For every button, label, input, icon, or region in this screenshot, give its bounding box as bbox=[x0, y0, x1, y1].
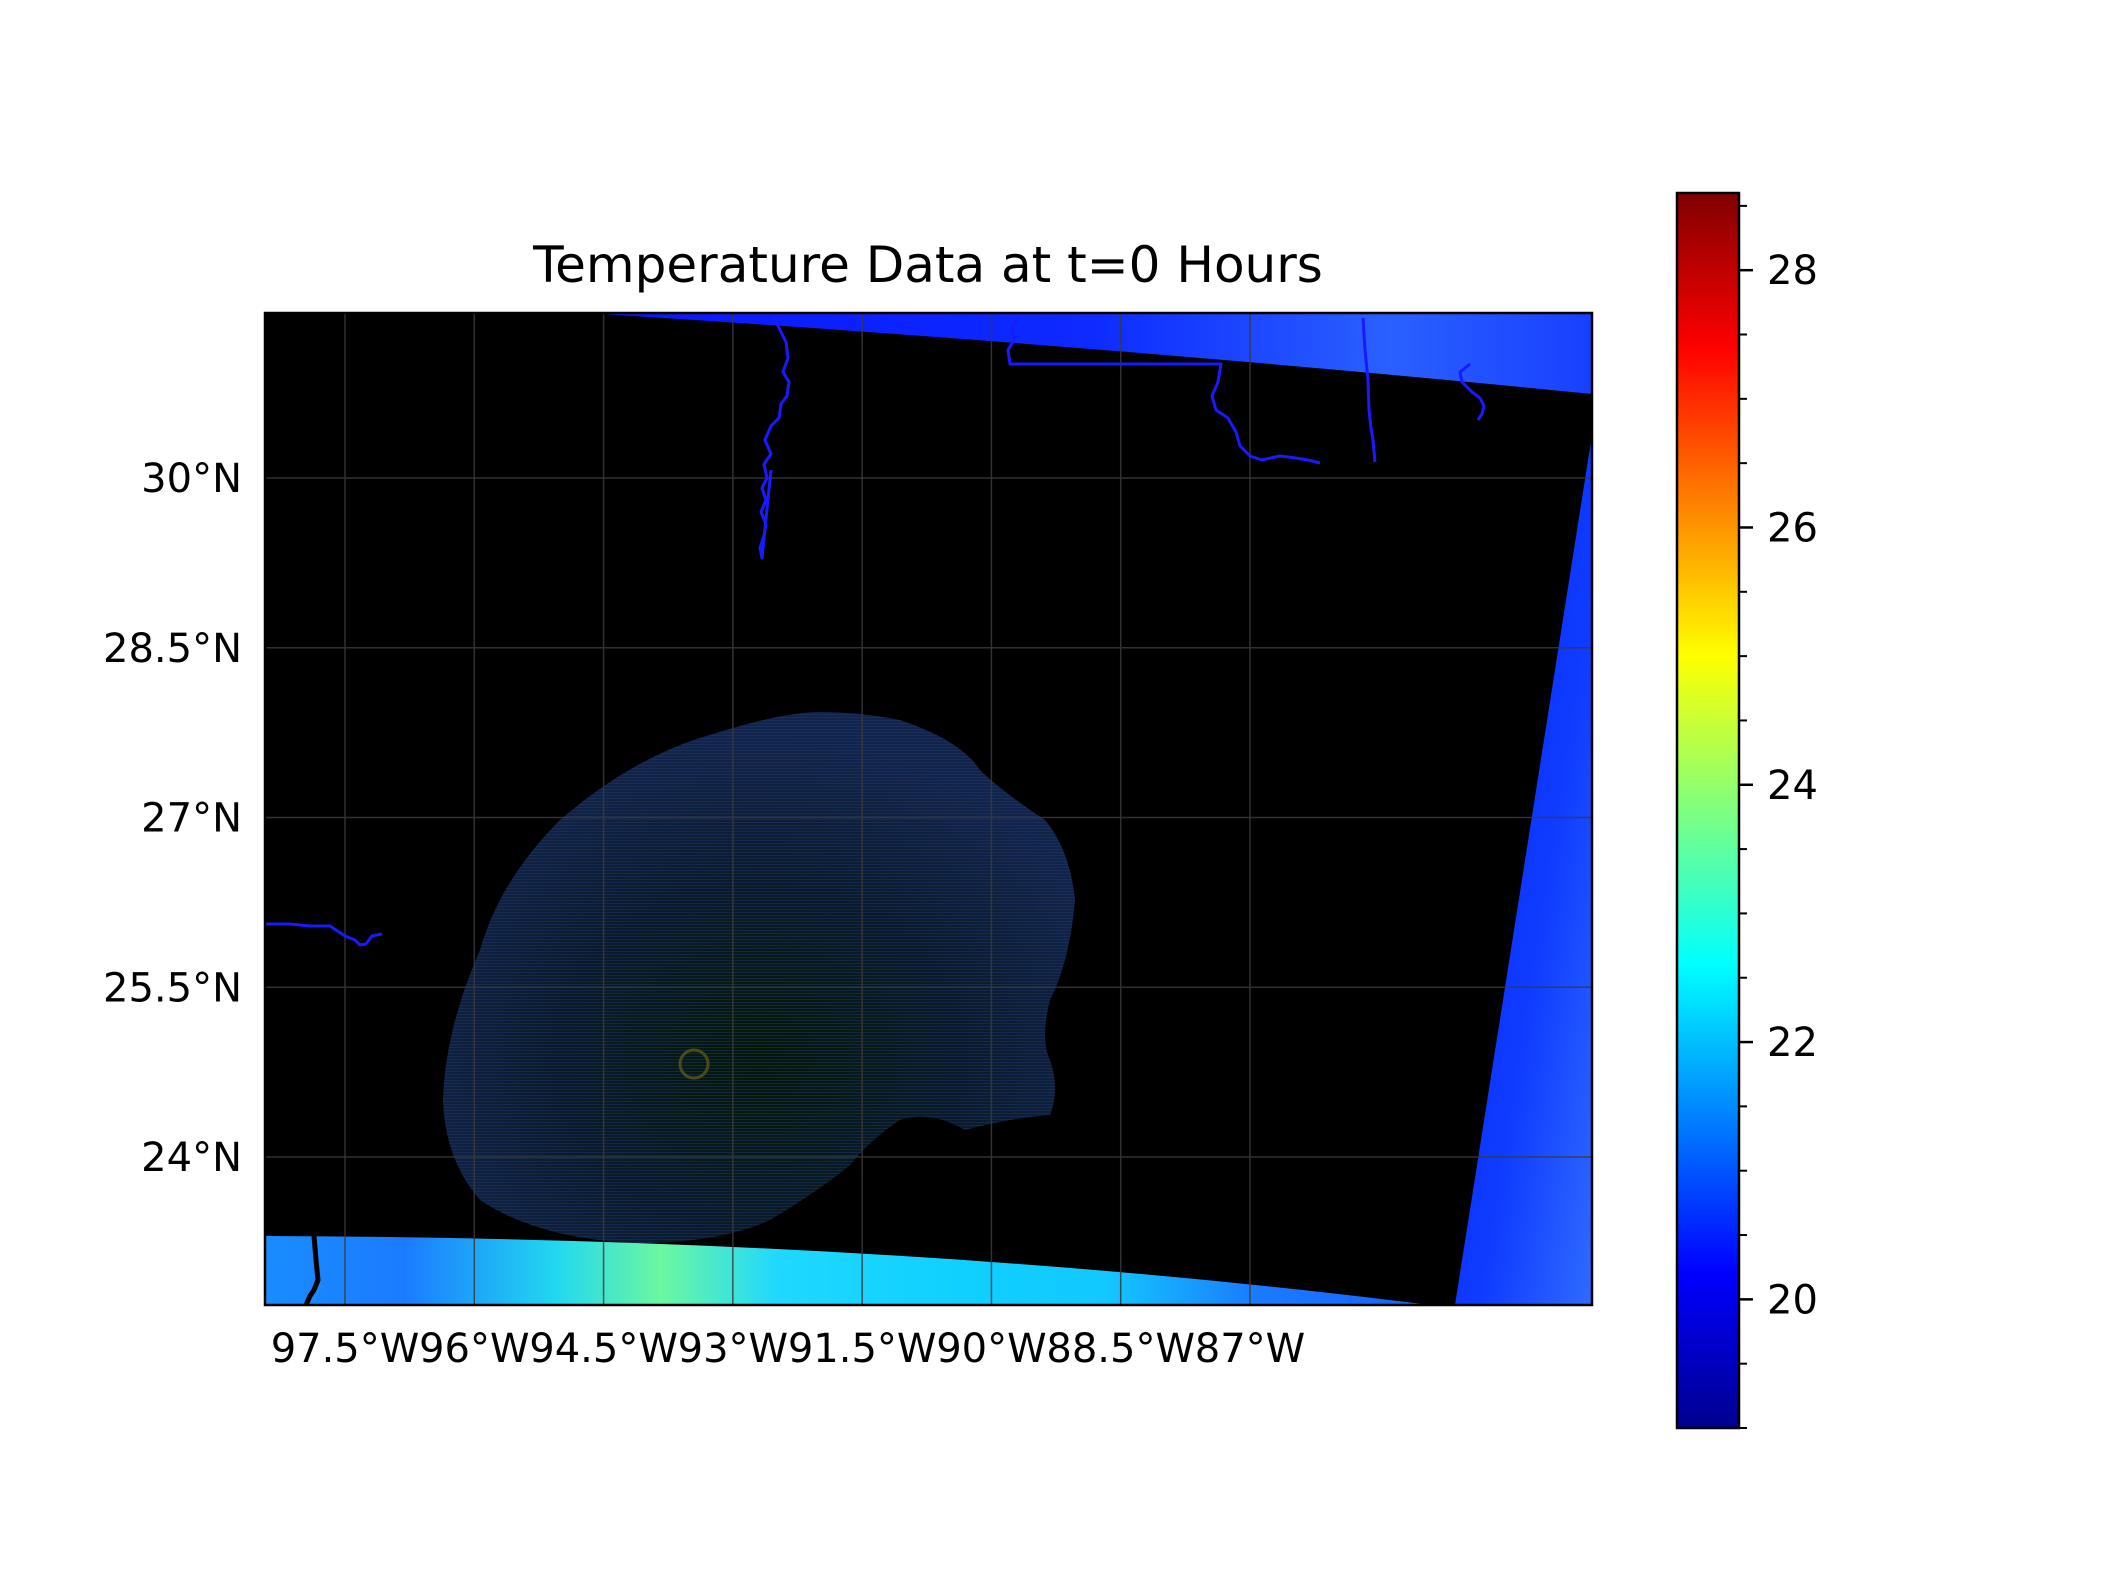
longitude-tick-label: 93°W bbox=[678, 1326, 788, 1372]
coastline-alabama bbox=[1458, 362, 1486, 421]
map-panel bbox=[263, 311, 1594, 1307]
colorbar-tick-label: 22 bbox=[1767, 1020, 1818, 1066]
coastline-texas-south bbox=[265, 922, 383, 947]
east-data-swath bbox=[1455, 435, 1592, 1305]
colorbar-tick-label: 24 bbox=[1767, 763, 1818, 809]
colorbar: 20 22 24 26 28 bbox=[1675, 191, 1818, 1430]
latitude-tick-label: 24°N bbox=[141, 1135, 242, 1181]
latitude-labels: 30°N 28.5°N 27°N 25.5°N 24°N bbox=[103, 456, 242, 1181]
longitude-tick-label: 96°W bbox=[419, 1326, 529, 1372]
south-data-swath bbox=[265, 1236, 1430, 1305]
map-title: Temperature Data at t=0 Hours bbox=[532, 236, 1323, 294]
longitude-tick-label: 91.5°W bbox=[788, 1326, 937, 1372]
latitude-tick-label: 30°N bbox=[141, 456, 242, 502]
colorbar-ticks: 20 22 24 26 28 bbox=[1739, 204, 1818, 1429]
storm-temperature-field bbox=[443, 712, 1075, 1243]
colorbar-tick-label: 28 bbox=[1767, 248, 1818, 294]
gridlines bbox=[265, 313, 1592, 1305]
longitude-tick-label: 90°W bbox=[936, 1326, 1046, 1372]
coastline-louisiana-central bbox=[1006, 317, 1321, 465]
coastline-mexico bbox=[303, 1235, 321, 1305]
longitude-tick-label: 97.5°W bbox=[271, 1326, 420, 1372]
colorbar-tick-label: 20 bbox=[1767, 1277, 1818, 1323]
longitude-labels: 97.5°W 96°W 94.5°W 93°W 91.5°W 90°W 88.5°W 87°W bbox=[271, 1326, 1306, 1372]
coastline-mississippi bbox=[1361, 317, 1377, 463]
longitude-tick-label: 94.5°W bbox=[529, 1326, 678, 1372]
latitude-tick-label: 25.5°N bbox=[103, 965, 242, 1011]
storm-eye bbox=[678, 1048, 710, 1080]
colorbar-tick-label: 26 bbox=[1767, 505, 1818, 551]
map-frame bbox=[263, 311, 1594, 1307]
latitude-tick-label: 27°N bbox=[141, 796, 242, 842]
colorbar-gradient bbox=[1675, 191, 1741, 1430]
longitude-tick-label: 88.5°W bbox=[1046, 1326, 1195, 1372]
coastlines bbox=[265, 317, 1486, 947]
latitude-tick-label: 28.5°N bbox=[103, 626, 242, 672]
north-data-swath bbox=[585, 313, 1592, 394]
longitude-tick-label: 87°W bbox=[1195, 1326, 1305, 1372]
coastline-louisiana-west bbox=[758, 317, 791, 560]
